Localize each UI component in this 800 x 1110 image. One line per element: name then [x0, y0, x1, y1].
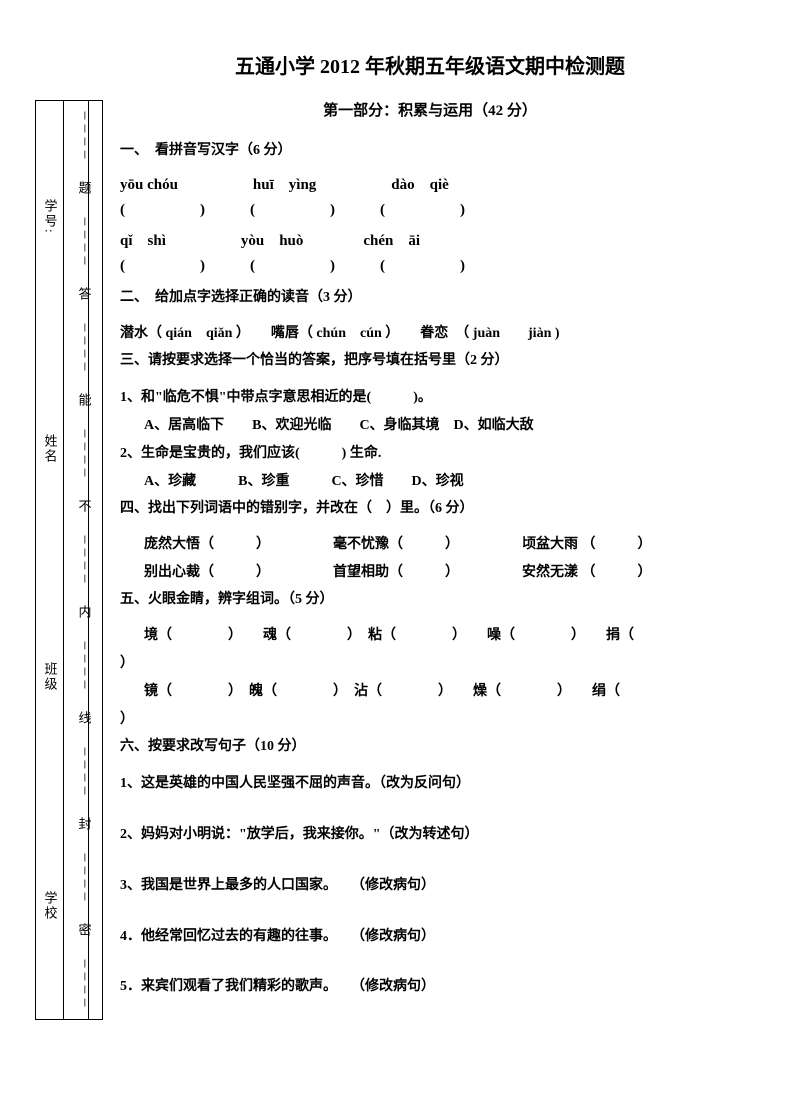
dash: －－－－ [76, 110, 92, 162]
section-2-heading: 二、 给加点字选择正确的读音（3 分） [120, 285, 740, 310]
s1-row2-paren: ( ) ( ) ( ) [120, 254, 740, 275]
r5: 线 [75, 711, 94, 726]
s6-q4: 4．他经常回忆过去的有趣的往事。 （修改病句） [120, 922, 740, 953]
label-xuexiao: 学校 [41, 891, 60, 921]
s2-line: 潜水（ qián qiǎn ） 嘴唇（ chún cún ） 眷恋 （ juàn… [120, 320, 740, 348]
s3-q1: 1、和"临危不惧"中带点字意思相近的是( )。 [120, 384, 740, 412]
s3-q1-opts: A、居高临下 B、欢迎光临 C、身临其境 D、如临大敌 [120, 412, 740, 440]
s1-row1-paren: ( ) ( ) ( ) [120, 198, 740, 219]
dash: －－－－ [76, 534, 92, 586]
s5-line1b: ） [120, 650, 740, 678]
exam-content: 五通小学 2012 年秋期五年级语文期中检测题 第一部分：积累与运用（42 分）… [120, 50, 740, 1003]
s5-line1: 境（ ） 魂（ ） 粘（ ） 噪（ ） 捐（ [120, 622, 740, 650]
dash: －－－－ [76, 216, 92, 268]
dash: －－－－ [76, 746, 92, 798]
label-xuehao: 学号: [41, 199, 60, 235]
section-5-heading: 五、火眼金睛，辨字组词。（5 分） [120, 587, 740, 612]
section-1-heading: 一、 看拼音写汉字（6 分） [120, 138, 740, 163]
r1: 答 [75, 287, 94, 302]
r7: 密 [75, 923, 94, 938]
s1-row1-pinyin: yōu chóu huī yìng dào qiè [120, 173, 740, 194]
section-3-heading: 三、请按要求选择一个恰当的答案，把序号填在括号里（2 分） [120, 348, 740, 373]
s6-q3: 3、我国是世界上最多的人口国家。 （修改病句） [120, 871, 740, 902]
section-4-heading: 四、找出下列词语中的错别字，并改在（ ）里。（6 分） [120, 496, 740, 521]
dash: －－－－ [76, 640, 92, 692]
s4-line2: 别出心裁（ ） 首望相助（ ） 安然无漾 （ ） [120, 559, 740, 587]
binding-sidebar: 学号: 姓名 班级 学校 －－－－ 题 －－－－ 答 －－－－ 能 －－－－ 不… [35, 100, 105, 1020]
r0: 题 [75, 181, 94, 196]
r4: 内 [75, 605, 94, 620]
label-banji: 班级 [41, 662, 60, 692]
s6-q5: 5．来宾们观看了我们精彩的歌声。 （修改病句） [120, 972, 740, 1003]
section-6-heading: 六、按要求改写句子（10 分） [120, 734, 740, 759]
page-title: 五通小学 2012 年秋期五年级语文期中检测题 [120, 50, 740, 79]
s6-q1: 1、这是英雄的中国人民坚强不屈的声音。（改为反问句） [120, 769, 740, 800]
s3-q2: 2、生命是宝贵的，我们应该( ) 生命. [120, 440, 740, 468]
left-labels: 学号: 姓名 班级 学校 [40, 100, 60, 1020]
r3: 不 [75, 499, 94, 514]
s5-line2b: ） [120, 706, 740, 734]
r2: 能 [75, 393, 94, 408]
s6-q2: 2、妈妈对小明说："放学后，我来接你。"（改为转述句） [120, 820, 740, 851]
dash: －－－－ [76, 852, 92, 904]
s3-q2-opts: A、珍藏 B、珍重 C、珍惜 D、珍视 [120, 468, 740, 496]
r6: 封 [75, 817, 94, 832]
dash: －－－－ [76, 322, 92, 374]
s1-row2-pinyin: qǐ shì yòu huò chén āi [120, 229, 740, 250]
dash: －－－－ [76, 958, 92, 1010]
s4-line1: 庞然大悟（ ） 毫不忧豫（ ） 顷盆大雨 （ ） [120, 531, 740, 559]
dash: －－－－ [76, 428, 92, 480]
label-xingming: 姓名 [41, 434, 60, 464]
right-labels: －－－－ 题 －－－－ 答 －－－－ 能 －－－－ 不 －－－－ 内 －－－－ … [69, 100, 99, 1020]
s5-line2: 镜（ ） 魄（ ） 沾（ ） 燥（ ） 绢（ [120, 678, 740, 706]
page-subtitle: 第一部分：积累与运用（42 分） [120, 99, 740, 120]
